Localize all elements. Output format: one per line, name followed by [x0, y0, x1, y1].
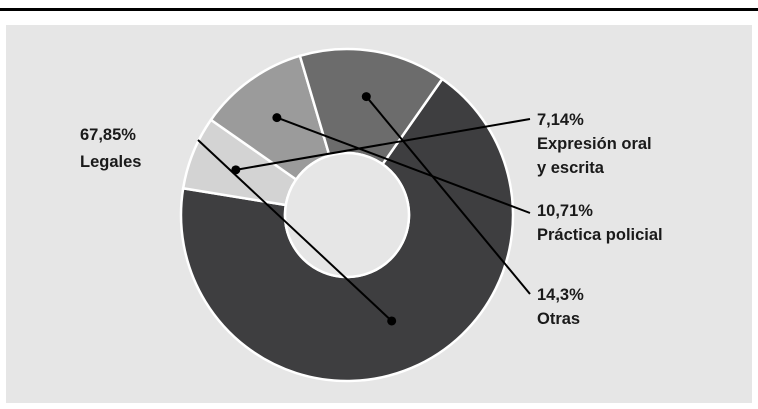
- leader-line: [365, 95, 531, 295]
- slice-name-label: y escrita: [537, 159, 605, 177]
- slice-name-label: Legales: [80, 153, 141, 171]
- leader-dot: [387, 316, 397, 326]
- donut-hole: [283, 151, 411, 279]
- leader-line: [235, 118, 531, 171]
- slice-percent-label: 7,14%: [537, 111, 584, 129]
- leader-dot: [361, 92, 371, 102]
- leader-dot: [272, 113, 282, 123]
- slice-percent-label: 14,3%: [537, 286, 584, 304]
- slice-name-label: Expresión oral: [537, 135, 652, 153]
- slice-percent-label: 67,85%: [80, 126, 136, 144]
- leader-dot: [231, 165, 241, 175]
- leader-line: [197, 139, 393, 322]
- top-rule: [0, 8, 758, 11]
- slice-percent-label: 10,71%: [537, 202, 593, 220]
- leader-line: [276, 116, 531, 214]
- slice-name-label: Práctica policial: [537, 226, 663, 244]
- slice-name-label: Otras: [537, 310, 580, 328]
